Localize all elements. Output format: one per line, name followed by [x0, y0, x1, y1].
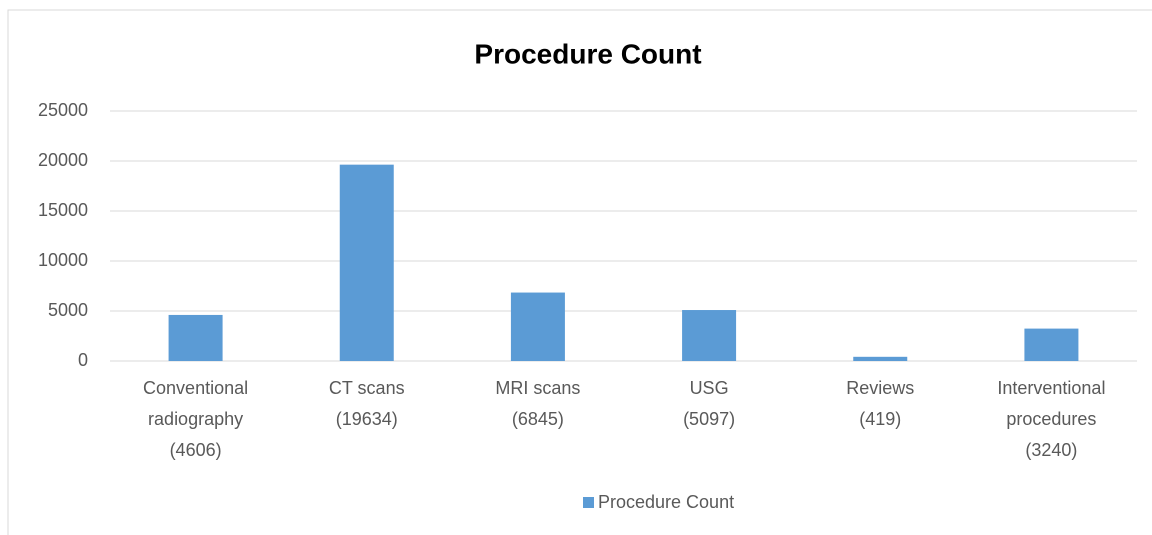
chart-title: Procedure Count [474, 38, 701, 69]
bar [853, 356, 908, 361]
x-tick-label: (4606) [170, 440, 222, 460]
y-tick-label: 5000 [48, 300, 88, 320]
x-tick-label: Conventional [143, 378, 248, 398]
x-tick-label: (19634) [336, 409, 398, 429]
y-tick-label: 15000 [38, 200, 88, 220]
y-tick-label: 0 [78, 350, 88, 370]
bar [682, 310, 737, 361]
x-tick-label: Interventional [997, 378, 1105, 398]
x-tick-label: radiography [148, 409, 243, 429]
x-tick-label: USG [690, 378, 729, 398]
x-tick-label: procedures [1006, 409, 1096, 429]
y-tick-label: 25000 [38, 100, 88, 120]
x-tick-label: MRI scans [495, 378, 580, 398]
x-tick-label: CT scans [329, 378, 405, 398]
x-tick-label: (3240) [1025, 440, 1077, 460]
legend-label: Procedure Count [598, 492, 734, 512]
bar [510, 292, 565, 361]
x-tick-label: Reviews [846, 378, 914, 398]
x-tick-label: (5097) [683, 409, 735, 429]
bar [1024, 328, 1079, 361]
bar [339, 164, 394, 361]
chart-border [7, 9, 1152, 535]
y-tick-label: 20000 [38, 150, 88, 170]
legend-swatch [583, 497, 594, 508]
x-tick-label: (6845) [512, 409, 564, 429]
x-tick-label: (419) [859, 409, 901, 429]
y-tick-label: 10000 [38, 250, 88, 270]
bar [168, 314, 223, 361]
